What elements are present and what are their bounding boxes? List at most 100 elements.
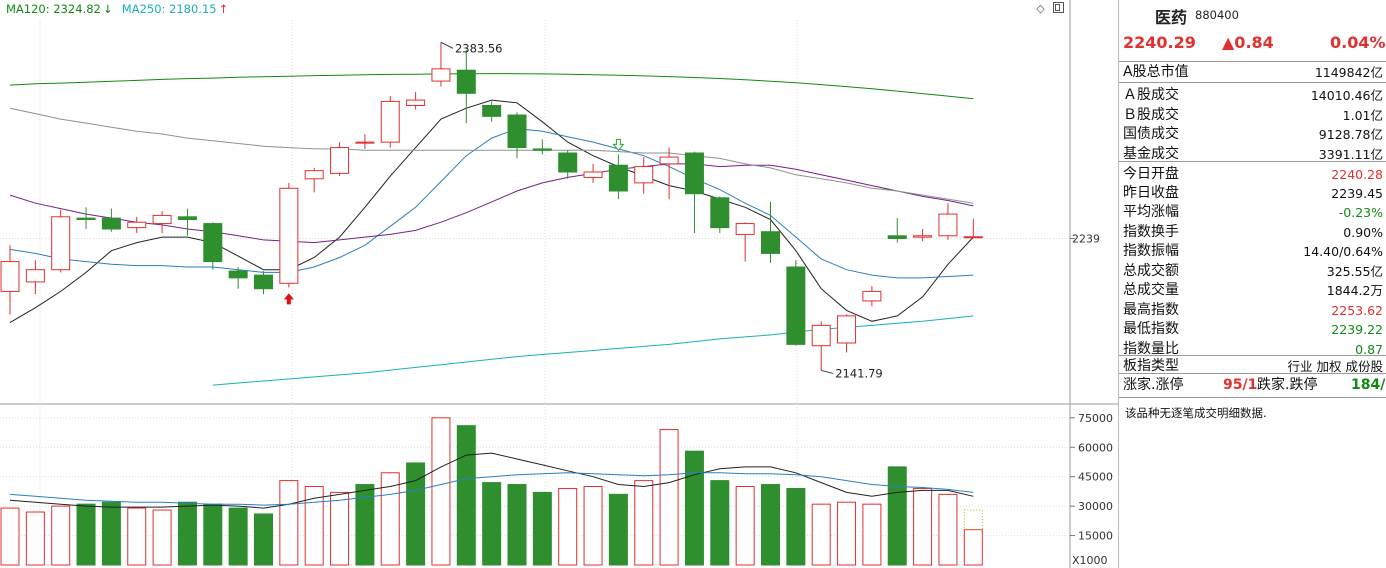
- ma250-label: MA250: 2180.15: [121, 2, 217, 16]
- volume-bar: [786, 487, 806, 566]
- volume-bar: [101, 501, 121, 566]
- volume-bar: [608, 493, 628, 566]
- quote-row-label: 最低指数: [1123, 321, 1179, 337]
- volume-bar: [583, 486, 603, 566]
- volume-ma-line: [9, 472, 974, 506]
- candle-body: [507, 114, 527, 149]
- candle-body: [0, 261, 20, 292]
- kline-chart[interactable]: 2239 75000 60000 45000 30000 15000 X1000 2383.5…: [0, 0, 1118, 568]
- quote-row: 指数换手 0.90%: [1119, 223, 1386, 243]
- quote-row: 板指类型 行业 加权 成份股: [1119, 357, 1386, 377]
- projected-volume-box: [963, 509, 983, 531]
- price-change-percent: 0.04%: [1330, 33, 1386, 52]
- index-code: 880400: [1195, 8, 1239, 22]
- tick-data-note: 该品种无逐笔成交明细数据.: [1125, 406, 1267, 420]
- volume-bar: [659, 429, 679, 566]
- candle-body: [380, 100, 400, 143]
- quote-row-label: 基金成交: [1123, 145, 1179, 162]
- ma120-arrow: ↓: [102, 2, 113, 16]
- quote-row: 总成交量 1844.2万: [1119, 281, 1386, 301]
- volume-bar: [507, 484, 527, 566]
- ma-line-ma20: [9, 163, 974, 244]
- candle-body: [862, 290, 882, 302]
- volume-bar: [76, 503, 96, 566]
- diamond-icon[interactable]: ◇: [1036, 2, 1045, 15]
- volume-ma-line: [9, 452, 974, 509]
- quote-row: 基金成交 3391.11亿: [1119, 145, 1386, 165]
- volume-bar: [938, 493, 958, 566]
- quote-row-value: 325.55亿: [1326, 263, 1383, 279]
- index-name: 医药: [1155, 8, 1188, 27]
- quote-row-value: 0.90%: [1343, 224, 1383, 240]
- quote-row-label: 总成交额: [1123, 262, 1179, 279]
- ma-legend: MA120: 2324.82 ↓ MA250: 2180.15 ↑: [6, 2, 230, 16]
- panel-separator: [1119, 61, 1386, 62]
- quote-row-label: 指数量比: [1123, 340, 1179, 357]
- low-price-label: 2141.79: [835, 366, 883, 380]
- decliners-value: 184/0: [1351, 376, 1386, 393]
- quote-row-label: Ｂ股成交: [1123, 106, 1179, 123]
- quote-row: 今日开盘 2240.28: [1119, 165, 1386, 185]
- volume-bar: [330, 491, 350, 566]
- candle-body: [887, 235, 907, 240]
- volume-bar: [177, 501, 197, 566]
- price-tick-label: 2239: [1072, 233, 1100, 246]
- quote-row: 最低指数 2239.22: [1119, 320, 1386, 340]
- panel-separator: [1119, 397, 1386, 398]
- volume-tick-label: 15000: [1078, 530, 1113, 543]
- volume-bar: [380, 472, 400, 566]
- panel-separator: [1119, 373, 1386, 374]
- candle-body: [482, 105, 502, 117]
- volume-tick-label: 45000: [1078, 471, 1113, 484]
- volume-bar: [482, 482, 502, 566]
- extreme-pointer: [821, 369, 834, 374]
- volume-bar: [735, 486, 755, 566]
- candle-body: [330, 147, 350, 174]
- quote-row: A股总市值 1149842亿: [1119, 63, 1386, 83]
- volume-bar: [0, 507, 20, 566]
- candle-body: [76, 217, 96, 220]
- quote-row: 国债成交 9128.78亿: [1119, 125, 1386, 145]
- candle-body: [837, 315, 857, 344]
- price-change: ▲0.84: [1222, 33, 1274, 52]
- quote-row-label: Ａ股成交: [1123, 87, 1179, 103]
- kline-chart-area[interactable]: 2239 75000 60000 45000 30000 15000 X1000 2383.5…: [0, 0, 1118, 568]
- candle-body: [51, 216, 71, 271]
- volume-bar: [456, 425, 476, 566]
- advancers-label: 涨家.涨停: [1123, 376, 1184, 393]
- volume-bar: [837, 501, 857, 566]
- quote-row-label: 昨日收盘: [1123, 184, 1179, 201]
- quote-row-value: 2253.62: [1331, 302, 1383, 318]
- quote-row: 指数振幅 14.40/0.64%: [1119, 242, 1386, 262]
- quote-row-label: 板指类型: [1123, 357, 1179, 374]
- quote-row-label: 最高指数: [1123, 301, 1179, 318]
- quote-row: 昨日收盘 2239.45: [1119, 184, 1386, 204]
- candle-body: [634, 166, 654, 184]
- volume-unit-label: X1000: [1072, 554, 1108, 567]
- volume-bar: [304, 486, 324, 566]
- volume-bar: [811, 503, 831, 566]
- volume-bar: [684, 450, 704, 566]
- volume-bar: [963, 529, 983, 566]
- buy-signal-arrow-icon: [283, 293, 294, 305]
- quote-row-value: 1.01亿: [1342, 107, 1383, 123]
- ma-line-ma60: [9, 107, 974, 204]
- sell-signal-arrow-icon: [612, 138, 625, 152]
- candle-body: [963, 236, 983, 239]
- candle-body: [203, 223, 223, 263]
- quote-row: 总成交额 325.55亿: [1119, 262, 1386, 282]
- quote-row-value: -0.23%: [1338, 205, 1383, 220]
- quote-row-value: 14010.46亿: [1310, 88, 1383, 103]
- quote-row-value: 行业 加权 成份股: [1287, 358, 1383, 374]
- quote-row-label: 今日开盘: [1123, 165, 1179, 182]
- candle-body: [608, 164, 628, 192]
- volume-tick-label: 60000: [1078, 441, 1113, 454]
- volume-bar: [228, 507, 248, 566]
- window-icon[interactable]: [1052, 2, 1065, 15]
- quote-row-value: 14.40/0.64%: [1303, 244, 1383, 259]
- candle-body: [406, 99, 426, 106]
- quote-row-label: 国债成交: [1123, 126, 1179, 142]
- candle-body: [938, 213, 958, 237]
- candle-body: [355, 141, 375, 144]
- candle-body: [710, 197, 730, 229]
